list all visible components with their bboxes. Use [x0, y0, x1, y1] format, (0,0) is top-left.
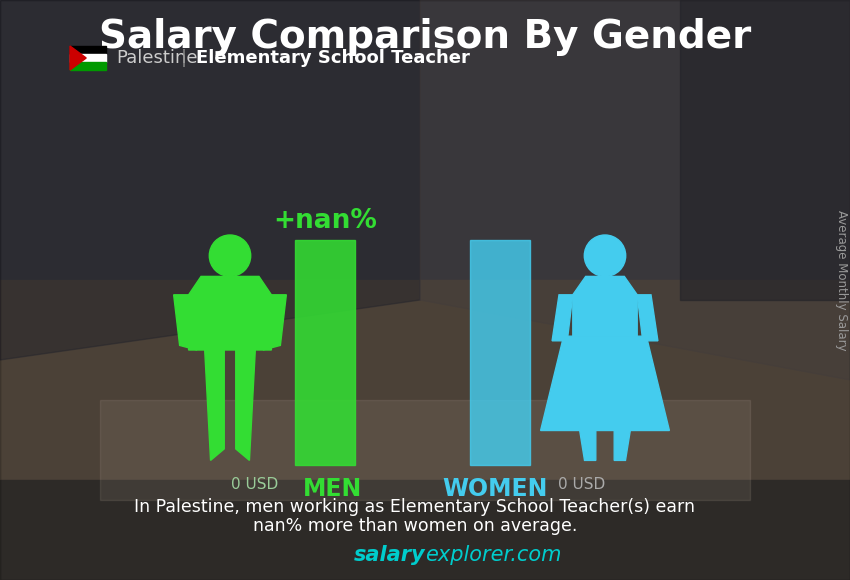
Polygon shape: [541, 336, 670, 430]
Polygon shape: [189, 277, 271, 350]
Text: Average Monthly Salary: Average Monthly Salary: [836, 210, 848, 350]
Polygon shape: [420, 0, 850, 380]
Polygon shape: [573, 277, 638, 336]
Polygon shape: [0, 0, 420, 360]
Text: 0 USD: 0 USD: [558, 477, 605, 492]
Bar: [295, 240, 355, 465]
Bar: [470, 240, 530, 465]
Polygon shape: [235, 350, 255, 461]
Polygon shape: [638, 295, 658, 341]
Text: Elementary School Teacher: Elementary School Teacher: [196, 49, 470, 67]
Text: In Palestine, men working as Elementary School Teacher(s) earn: In Palestine, men working as Elementary …: [134, 498, 695, 516]
Polygon shape: [552, 295, 573, 341]
Text: explorer.com: explorer.com: [425, 545, 562, 565]
Text: salary: salary: [354, 545, 425, 565]
Polygon shape: [205, 350, 224, 461]
Text: +nan%: +nan%: [273, 208, 377, 234]
Bar: [70, 46, 106, 54]
Text: Salary Comparison By Gender: Salary Comparison By Gender: [99, 18, 751, 56]
Polygon shape: [0, 480, 850, 580]
Text: |: |: [181, 49, 187, 67]
Polygon shape: [615, 430, 631, 461]
Bar: [70, 62, 106, 70]
Text: 0 USD: 0 USD: [231, 477, 279, 492]
Text: Palestine: Palestine: [116, 49, 197, 67]
Text: MEN: MEN: [303, 477, 363, 501]
Text: WOMEN: WOMEN: [442, 477, 547, 501]
Polygon shape: [580, 430, 596, 461]
Polygon shape: [0, 0, 850, 280]
Bar: [70, 54, 106, 62]
Polygon shape: [0, 280, 850, 480]
Bar: [680, 0, 850, 300]
Polygon shape: [264, 295, 286, 350]
Polygon shape: [70, 46, 86, 70]
Text: nan% more than women on average.: nan% more than women on average.: [252, 517, 577, 535]
Polygon shape: [173, 295, 197, 350]
Circle shape: [584, 235, 626, 277]
Circle shape: [209, 235, 251, 277]
Polygon shape: [100, 400, 750, 500]
